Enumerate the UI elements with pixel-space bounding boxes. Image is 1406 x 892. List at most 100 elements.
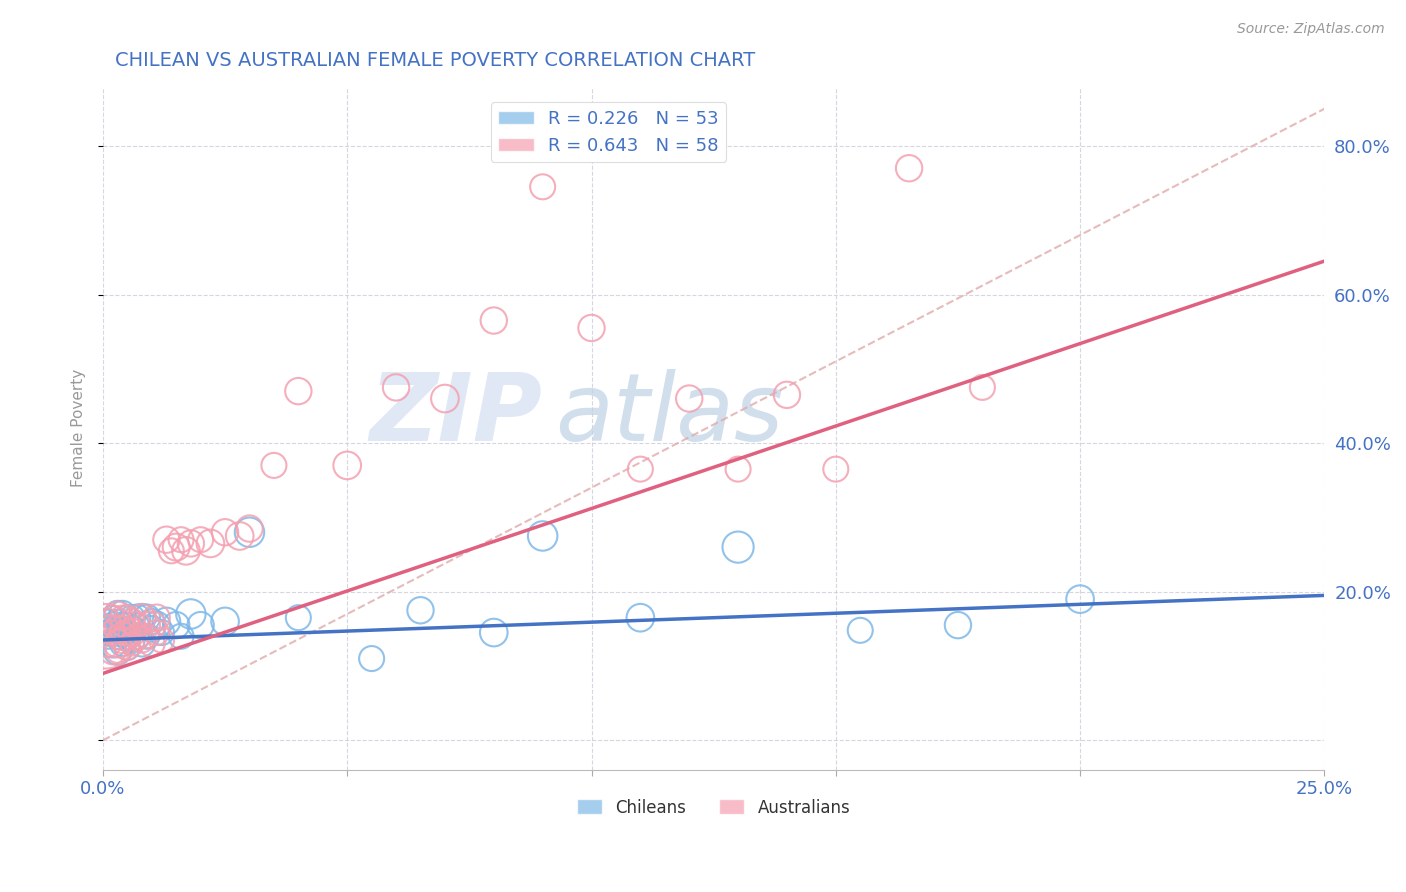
Point [141, 637, 163, 651]
Point [117, 610, 139, 624]
Point [98, 622, 121, 636]
Point [145, 610, 167, 624]
Point [111, 618, 134, 632]
Point [101, 610, 124, 624]
Point [131, 632, 153, 647]
Point [107, 644, 129, 658]
Point [678, 392, 700, 406]
Point [135, 618, 157, 632]
Point [127, 629, 149, 643]
Point [214, 615, 236, 629]
Point [174, 544, 197, 558]
Point [107, 622, 129, 636]
Point [101, 610, 124, 624]
Point [141, 622, 163, 636]
Point [107, 615, 129, 629]
Point [531, 529, 554, 543]
Point [263, 458, 285, 473]
Point [238, 522, 260, 536]
Point [127, 618, 149, 632]
Point [111, 622, 134, 636]
Point [111, 632, 134, 647]
Point [117, 618, 139, 632]
Point [531, 179, 554, 194]
Point [117, 640, 139, 655]
Point [228, 529, 250, 543]
Point [111, 629, 134, 643]
Point [141, 618, 163, 632]
Point [155, 615, 177, 629]
Point [107, 644, 129, 658]
Point [94, 618, 117, 632]
Point [104, 622, 127, 636]
Point [127, 629, 149, 643]
Point [127, 618, 149, 632]
Point [114, 624, 136, 638]
Point [238, 525, 260, 540]
Y-axis label: Female Poverty: Female Poverty [72, 369, 86, 487]
Point [101, 644, 124, 658]
Point [98, 625, 121, 640]
Point [214, 525, 236, 540]
Point [360, 651, 382, 665]
Point [94, 629, 117, 643]
Point [155, 533, 177, 547]
Point [972, 380, 994, 394]
Point [101, 618, 124, 632]
Point [117, 625, 139, 640]
Point [121, 622, 143, 636]
Point [287, 610, 309, 624]
Point [946, 618, 969, 632]
Point [107, 607, 129, 621]
Point [190, 533, 212, 547]
Point [482, 625, 505, 640]
Point [287, 384, 309, 398]
Point [145, 625, 167, 640]
Point [117, 610, 139, 624]
Point [121, 615, 143, 629]
Point [107, 607, 129, 621]
Point [127, 610, 149, 624]
Point [111, 625, 134, 640]
Point [108, 622, 131, 636]
Point [121, 610, 143, 624]
Point [170, 629, 193, 643]
Point [409, 603, 432, 617]
Point [898, 161, 921, 176]
Point [145, 618, 167, 632]
Point [121, 637, 143, 651]
Point [111, 607, 134, 621]
Point [107, 629, 129, 643]
Point [824, 462, 846, 476]
Legend: Chileans, Australians: Chileans, Australians [571, 792, 858, 823]
Point [97, 629, 120, 643]
Point [131, 610, 153, 624]
Point [111, 637, 134, 651]
Point [107, 637, 129, 651]
Text: Source: ZipAtlas.com: Source: ZipAtlas.com [1237, 22, 1385, 37]
Point [150, 625, 173, 640]
Point [111, 610, 134, 624]
Point [121, 632, 143, 647]
Point [150, 632, 173, 647]
Point [482, 313, 505, 327]
Point [170, 533, 193, 547]
Point [135, 629, 157, 643]
Point [101, 625, 124, 640]
Point [336, 458, 359, 473]
Point [117, 629, 139, 643]
Point [97, 637, 120, 651]
Point [135, 629, 157, 643]
Point [165, 618, 187, 632]
Point [141, 615, 163, 629]
Point [121, 625, 143, 640]
Point [190, 618, 212, 632]
Point [628, 462, 651, 476]
Point [628, 610, 651, 624]
Point [581, 321, 603, 335]
Point [849, 624, 872, 638]
Point [776, 388, 799, 402]
Point [200, 536, 222, 550]
Point [165, 540, 187, 554]
Text: ZIP: ZIP [370, 368, 543, 460]
